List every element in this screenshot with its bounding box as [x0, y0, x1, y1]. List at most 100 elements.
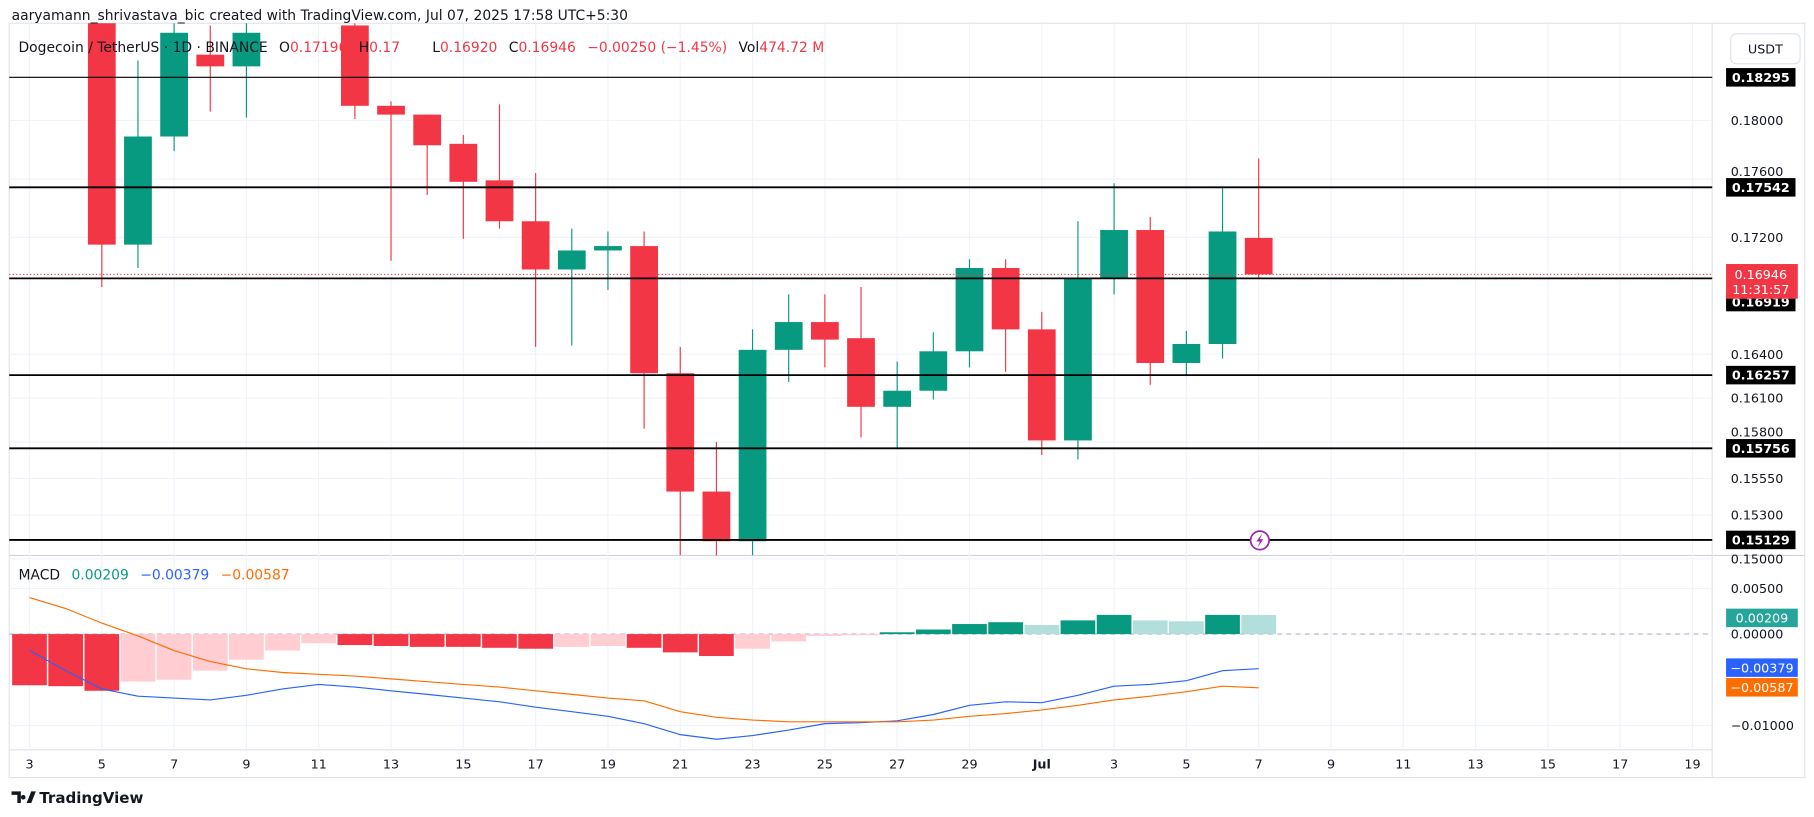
x-tick-label: 21 [672, 756, 688, 771]
candle-body [955, 268, 984, 352]
candle-body [160, 32, 188, 137]
attribution-text: aaryamann_shrivastava_bic created with T… [12, 8, 628, 24]
tradingview-logo[interactable]: TradingView [11, 789, 144, 807]
macd-histogram-bar [1132, 620, 1168, 635]
y-tick-label: 0.16400 [1731, 347, 1784, 362]
y-tick-label: 0.17600 [1731, 164, 1784, 179]
symbol-name: Dogecoin / TetherUS · 1D · BINANCE [19, 40, 268, 56]
candle-body [810, 322, 839, 340]
candle [557, 228, 586, 346]
candle [630, 231, 658, 429]
macd-histogram-bar [771, 634, 807, 642]
tradingview-logo-icon [11, 791, 36, 803]
high-label: H [359, 40, 369, 56]
macd-histogram-bar [554, 634, 590, 647]
currency-button-frame[interactable] [1730, 33, 1801, 65]
candle [666, 346, 695, 556]
macd-histogram-bar [699, 634, 734, 657]
y-tick-label: 0.16100 [1731, 391, 1784, 406]
candle [702, 441, 731, 556]
currency-button[interactable]: USDT [1730, 33, 1801, 65]
macd-hist-tag-label: 0.00209 [1736, 611, 1789, 626]
candle [232, 23, 261, 118]
x-tick-label: 19 [600, 756, 616, 771]
candle [521, 173, 550, 347]
level-price-label: 0.15756 [1732, 441, 1790, 456]
candle-body [919, 351, 948, 391]
macd-line-value: −0.00379 [140, 568, 209, 584]
candle-body [1136, 230, 1165, 363]
x-tick-label: 11 [311, 756, 327, 771]
macd-histogram-bar [445, 634, 481, 647]
macd-histogram-bar [879, 632, 915, 635]
level-price-label: 0.15129 [1732, 533, 1790, 548]
macd-histogram-bar [1241, 614, 1277, 635]
current-price-label: 0.16946 [1734, 267, 1787, 282]
level-price-label: 0.17542 [1732, 180, 1790, 195]
candle-body [557, 250, 586, 270]
svg-text:MACD 0.00209 −0.00: MACD 0.00209 −0.00379 −0.00587 [19, 568, 290, 584]
x-tick-label: 25 [817, 756, 833, 771]
candle [1208, 186, 1237, 359]
y-tick-label: 0.15550 [1731, 471, 1784, 486]
candles [87, 23, 1273, 556]
level-price-tag [1726, 178, 1796, 197]
x-tick-label: 19 [1684, 756, 1700, 771]
horizontal-levels[interactable]: 0.182950.175420.169190.162570.157560.151… [9, 68, 1798, 550]
macd-histogram-bar [952, 624, 987, 635]
macd-histogram-bar [120, 634, 156, 682]
volume-label: Vol [739, 40, 760, 56]
candle-body [521, 221, 550, 270]
macd-histogram-bar [48, 634, 84, 687]
x-tick-label: 13 [383, 756, 399, 771]
tradingview-brand: TradingView [39, 789, 143, 807]
candle [847, 287, 875, 438]
macd-histogram-bar [1060, 620, 1096, 635]
candle [1172, 330, 1201, 377]
macd-legend[interactable]: MACD 0.00209 −0.00379 −0.00587 [19, 568, 290, 584]
macd-histogram-bar [807, 634, 843, 636]
high-value: 0.17 [369, 40, 400, 56]
macd-line [29, 650, 1259, 740]
candle-body [702, 491, 731, 542]
x-tick-label: 27 [889, 756, 905, 771]
macd-histogram-bar [1169, 621, 1204, 635]
x-tick-label: 15 [455, 756, 471, 771]
candle [449, 135, 478, 239]
macd-histogram-bar [518, 634, 553, 649]
macd-title: MACD [19, 568, 61, 584]
macd-histogram-bar [482, 634, 517, 648]
x-tick-label: 17 [528, 756, 544, 771]
macd-histogram-bar [1096, 614, 1132, 635]
level-price-label: 0.18295 [1732, 70, 1790, 85]
chart-frame [8, 22, 1806, 779]
level-price-tag [1726, 439, 1796, 458]
candle [883, 361, 912, 450]
candle-body [1208, 231, 1237, 344]
candle [160, 23, 188, 152]
macd-y-tick-label: −0.01000 [1731, 718, 1794, 733]
x-tick-label: 9 [1327, 756, 1335, 771]
x-tick-label: 29 [961, 756, 977, 771]
candle-body [847, 338, 875, 407]
symbol-legend[interactable]: Dogecoin / TetherUS · 1D · BINANCE O0.17… [19, 40, 825, 56]
x-tick-label: 5 [1182, 756, 1190, 771]
candle-body [1064, 278, 1092, 441]
candle [1244, 158, 1273, 279]
macd-hist-value: 0.00209 [71, 568, 128, 584]
candle-body [196, 54, 225, 67]
macd-line-tag [1726, 658, 1798, 677]
candle-body [738, 349, 767, 542]
y-tick-label: 0.15000 [1731, 551, 1784, 566]
alert-bolt-icon[interactable] [1249, 530, 1270, 551]
macd-histogram-bar [626, 634, 662, 648]
low-label: L [432, 40, 440, 56]
macd-line-tag-label: −0.00379 [1730, 660, 1793, 675]
currency-button-label[interactable]: USDT [1748, 41, 1783, 56]
candle [377, 101, 405, 261]
x-tick-label: 23 [744, 756, 760, 771]
candle [1027, 311, 1056, 456]
macd-signal-tag [1726, 678, 1798, 697]
